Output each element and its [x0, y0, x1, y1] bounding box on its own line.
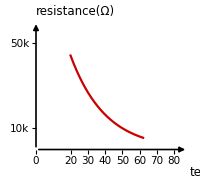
Text: temperature(°C): temperature(°C): [190, 166, 200, 178]
Text: resistance(Ω): resistance(Ω): [36, 4, 115, 17]
